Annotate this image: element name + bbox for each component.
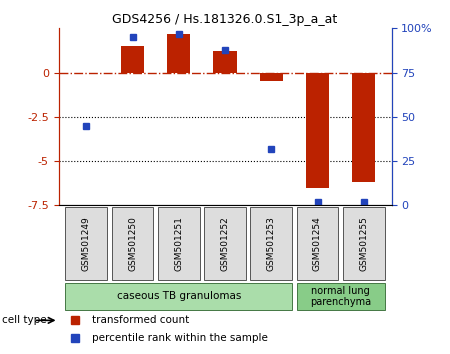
Text: GSM501255: GSM501255 — [359, 216, 368, 271]
Bar — [121, 46, 144, 73]
Bar — [213, 51, 237, 73]
Text: transformed count: transformed count — [92, 315, 189, 325]
Text: GSM501250: GSM501250 — [128, 216, 137, 271]
Text: GSM501252: GSM501252 — [220, 216, 230, 270]
Text: percentile rank within the sample: percentile rank within the sample — [92, 333, 268, 343]
Title: GDS4256 / Hs.181326.0.S1_3p_a_at: GDS4256 / Hs.181326.0.S1_3p_a_at — [112, 13, 338, 26]
Text: GSM501249: GSM501249 — [82, 216, 91, 270]
FancyBboxPatch shape — [251, 207, 292, 280]
Bar — [167, 34, 190, 73]
FancyBboxPatch shape — [343, 207, 385, 280]
Text: GSM501253: GSM501253 — [267, 216, 276, 271]
Bar — [352, 73, 375, 182]
Bar — [260, 73, 283, 80]
FancyBboxPatch shape — [158, 207, 199, 280]
FancyBboxPatch shape — [297, 283, 385, 310]
Bar — [306, 73, 329, 188]
Text: cell type: cell type — [2, 315, 47, 325]
Text: caseous TB granulomas: caseous TB granulomas — [117, 291, 241, 301]
FancyBboxPatch shape — [65, 283, 292, 310]
Text: GSM501254: GSM501254 — [313, 216, 322, 270]
FancyBboxPatch shape — [112, 207, 153, 280]
Text: normal lung
parenchyma: normal lung parenchyma — [310, 286, 371, 307]
FancyBboxPatch shape — [65, 207, 107, 280]
FancyBboxPatch shape — [297, 207, 338, 280]
Text: GSM501251: GSM501251 — [174, 216, 183, 271]
FancyBboxPatch shape — [204, 207, 246, 280]
